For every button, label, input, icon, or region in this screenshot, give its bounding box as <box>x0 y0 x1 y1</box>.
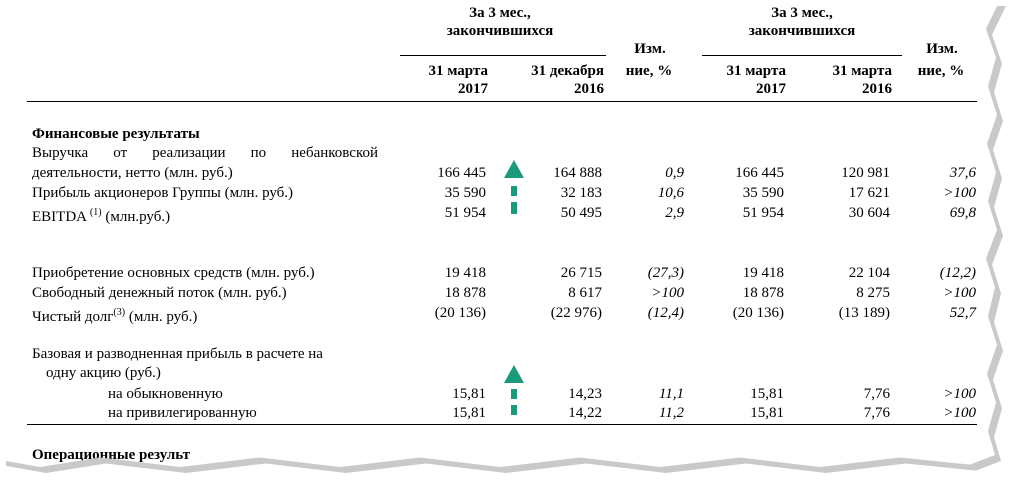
row-netdebt-v1: (20 136) <box>434 305 486 321</box>
arrow-head <box>504 160 524 178</box>
row-revenue-label-line1: Выручка от реализации по небанковской <box>32 145 378 161</box>
row-capex-label: Приобретение основных средств (млн. руб.… <box>32 265 315 281</box>
document-page: За 3 мес., закончившихся За 3 мес., зако… <box>27 5 977 463</box>
row-netdebt-footnote: (3) <box>113 307 126 318</box>
row-profit-label: Прибыль акционеров Группы (млн. руб.) <box>32 185 294 201</box>
row-revenue-ch1: 0,9 <box>665 165 684 181</box>
row-revenue-v2: 164 888 <box>553 165 602 181</box>
row-profit-v3: 35 590 <box>742 185 784 201</box>
row-fcf-label: Свободный денежный поток (млн. руб.) <box>32 285 287 301</box>
row-ebitda-label-text: EBITDA <box>32 209 87 225</box>
arrow-segment <box>511 389 517 399</box>
row-fcf-v3: 18 878 <box>742 285 784 301</box>
group1-underline <box>400 55 606 56</box>
row-profit-v4: 17 621 <box>848 185 890 201</box>
row-ebitda-v1: 51 954 <box>444 205 486 221</box>
eps-ordinary-v4: 7,76 <box>863 386 890 402</box>
row-netdebt-ch1: (12,4) <box>647 305 684 321</box>
row-ebitda-v3: 51 954 <box>742 205 784 221</box>
arrow-segment <box>511 186 517 196</box>
row-ebitda-footnote: (1) <box>89 207 102 218</box>
arrow-segment <box>511 202 517 214</box>
change1-header-line1: Изм. <box>634 41 666 57</box>
row-revenue-ch2: 37,6 <box>949 165 976 181</box>
row-revenue-v1: 166 445 <box>437 165 486 181</box>
header-bottom-rule <box>27 101 977 102</box>
eps-ordinary-label: на обыкновенную <box>108 386 223 402</box>
row-netdebt-ch2: 52,7 <box>949 305 976 321</box>
row-netdebt-label-unit: (млн. руб.) <box>125 309 198 325</box>
eps-preferred-v3: 15,81 <box>750 405 784 421</box>
col4-header-line1: 31 марта <box>832 63 892 79</box>
change2-header-line2: ние, % <box>917 63 965 79</box>
row-revenue-label-line2: деятельности, нетто (млн. руб.) <box>32 165 233 181</box>
row-ebitda-ch1: 2,9 <box>665 205 684 221</box>
group2-underline <box>702 55 902 56</box>
eps-ordinary-v1: 15,81 <box>452 386 486 402</box>
eps-preferred-ch2: >100 <box>943 405 976 421</box>
section-title-financial: Финансовые результаты <box>32 126 200 142</box>
group1-title-line1: За 3 мес., <box>469 5 531 21</box>
group2-title-line1: За 3 мес., <box>771 5 833 21</box>
eps-preferred-ch1: 11,2 <box>658 405 684 421</box>
row-netdebt-v4: (13 189) <box>838 305 890 321</box>
col3-header-line2: 2017 <box>756 81 786 97</box>
col1-header-line1: 31 марта <box>428 63 488 79</box>
col2-header-line1: 31 декабря <box>531 63 604 79</box>
row-fcf-v4: 8 275 <box>856 285 890 301</box>
row-netdebt-label: Чистый долг(3) (млн. руб.) <box>32 304 197 326</box>
row-ebitda-ch2: 69,8 <box>949 205 976 221</box>
change1-header-line2: ние, % <box>625 63 673 79</box>
row-capex-v4: 22 104 <box>848 265 890 281</box>
row-fcf-v2: 8 617 <box>568 285 602 301</box>
eps-ordinary-ch1: 11,1 <box>658 386 684 402</box>
col1-header-line2: 2017 <box>458 81 488 97</box>
row-revenue-v3: 166 445 <box>735 165 784 181</box>
table-bottom-rule <box>27 424 977 425</box>
arrow-segment <box>511 405 517 415</box>
eps-ordinary-ch2: >100 <box>943 386 976 402</box>
row-profit-ch2: >100 <box>943 185 976 201</box>
eps-preferred-v2: 14,22 <box>568 405 602 421</box>
group1-title-line2: закончившихся <box>446 23 554 39</box>
row-revenue-v4: 120 981 <box>841 165 890 181</box>
eps-preferred-v4: 7,76 <box>863 405 890 421</box>
eps-label-line2: одну акцию (руб.) <box>46 365 161 381</box>
row-ebitda-label-unit: (млн.руб.) <box>101 209 171 225</box>
arrow-up-icon <box>504 160 524 214</box>
col2-header-line2: 2016 <box>574 81 604 97</box>
row-netdebt-v3: (20 136) <box>732 305 784 321</box>
row-capex-v1: 19 418 <box>444 265 486 281</box>
eps-label-line1: Базовая и разводненная прибыль в расчете… <box>32 346 323 362</box>
row-fcf-ch2: >100 <box>943 285 976 301</box>
row-profit-ch1: 10,6 <box>657 185 684 201</box>
col4-header-line2: 2016 <box>862 81 892 97</box>
next-section-title-partial: Операционные результ <box>32 447 190 463</box>
row-netdebt-v2: (22 976) <box>550 305 602 321</box>
eps-preferred-v1: 15,81 <box>452 405 486 421</box>
group2-title-line2: закончившихся <box>748 23 856 39</box>
change2-header-line1: Изм. <box>926 41 958 57</box>
row-ebitda-v2: 50 495 <box>560 205 602 221</box>
row-profit-v1: 35 590 <box>444 185 486 201</box>
row-capex-v3: 19 418 <box>742 265 784 281</box>
row-ebitda-label: EBITDA (1) (млн.руб.) <box>32 204 170 226</box>
arrow-up-icon <box>504 365 524 415</box>
arrow-head <box>504 365 524 383</box>
row-profit-v2: 32 183 <box>560 185 602 201</box>
row-fcf-ch1: >100 <box>651 285 684 301</box>
row-capex-v2: 26 715 <box>560 265 602 281</box>
row-ebitda-v4: 30 604 <box>848 205 890 221</box>
row-netdebt-label-text: Чистый долг <box>32 309 114 325</box>
eps-ordinary-v2: 14,23 <box>568 386 602 402</box>
eps-ordinary-v3: 15,81 <box>750 386 784 402</box>
row-capex-ch1: (27,3) <box>647 265 684 281</box>
col3-header-line1: 31 марта <box>726 63 786 79</box>
eps-preferred-label: на привилегированную <box>108 405 257 421</box>
row-capex-ch2: (12,2) <box>939 265 976 281</box>
row-fcf-v1: 18 878 <box>444 285 486 301</box>
